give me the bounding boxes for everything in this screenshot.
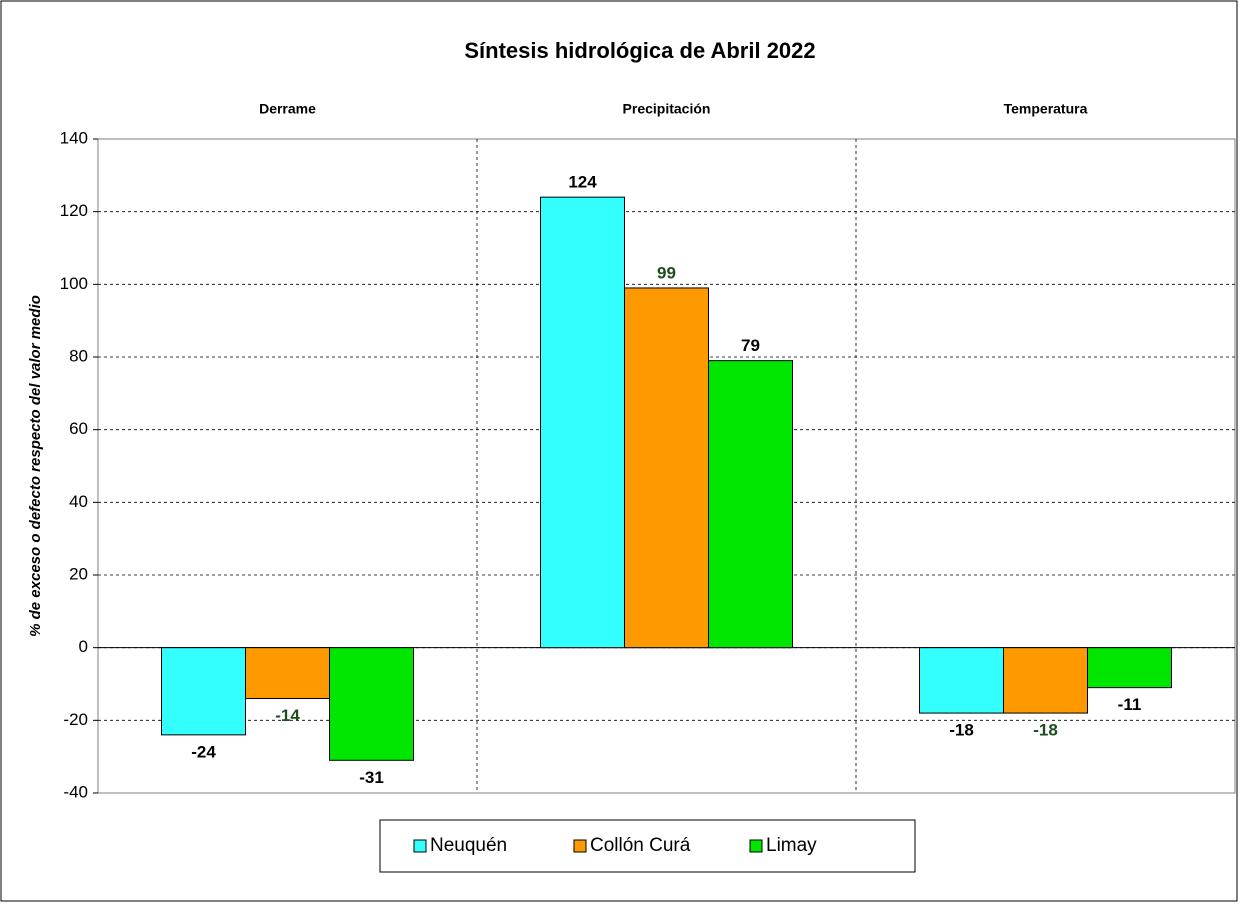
data-label: 124: [568, 173, 597, 192]
bar: [919, 647, 1004, 714]
bar: [329, 647, 414, 761]
data-label: -14: [275, 706, 300, 725]
y-tick-label: -40: [63, 782, 88, 801]
legend-label: Neuquén: [430, 835, 507, 856]
bar: [1087, 647, 1172, 689]
legend-box: [379, 819, 916, 873]
y-tick-label: 140: [60, 128, 88, 147]
legend-label: Limay: [766, 835, 817, 856]
data-label: -24: [191, 742, 216, 761]
chart-title: Síntesis hidrológica de Abril 2022: [464, 38, 815, 63]
data-label: -18: [949, 721, 974, 740]
legend-swatch: [413, 839, 427, 853]
category-label: Precipitación: [623, 101, 711, 117]
y-tick-label: 0: [79, 637, 88, 656]
data-label: -11: [1118, 695, 1142, 714]
y-tick-label: -20: [63, 710, 88, 729]
y-tick-label: 120: [60, 201, 88, 220]
bar: [161, 647, 246, 736]
legend-swatch: [749, 839, 763, 853]
bar: [1003, 647, 1088, 714]
legend-label: Collón Curá: [590, 835, 691, 856]
y-tick-label: 80: [69, 346, 88, 365]
category-label: Derrame: [259, 101, 316, 117]
y-tick-label: 100: [60, 274, 88, 293]
data-label: 79: [741, 336, 760, 355]
plot-area: [97, 138, 1236, 794]
y-tick-label: 40: [69, 492, 88, 511]
y-tick-label: 60: [69, 419, 88, 438]
data-label: -31: [359, 768, 384, 787]
category-label: Temperatura: [1004, 101, 1088, 117]
bar: [245, 647, 330, 700]
y-tick-label: 20: [69, 564, 88, 583]
bar: [708, 360, 793, 649]
bar: [624, 287, 709, 649]
legend-swatch: [573, 839, 587, 853]
bar: [540, 196, 625, 649]
y-axis-label: % de exceso o defecto respecto del valor…: [27, 295, 44, 637]
data-label: -18: [1033, 721, 1058, 740]
data-label: 99: [657, 263, 676, 282]
